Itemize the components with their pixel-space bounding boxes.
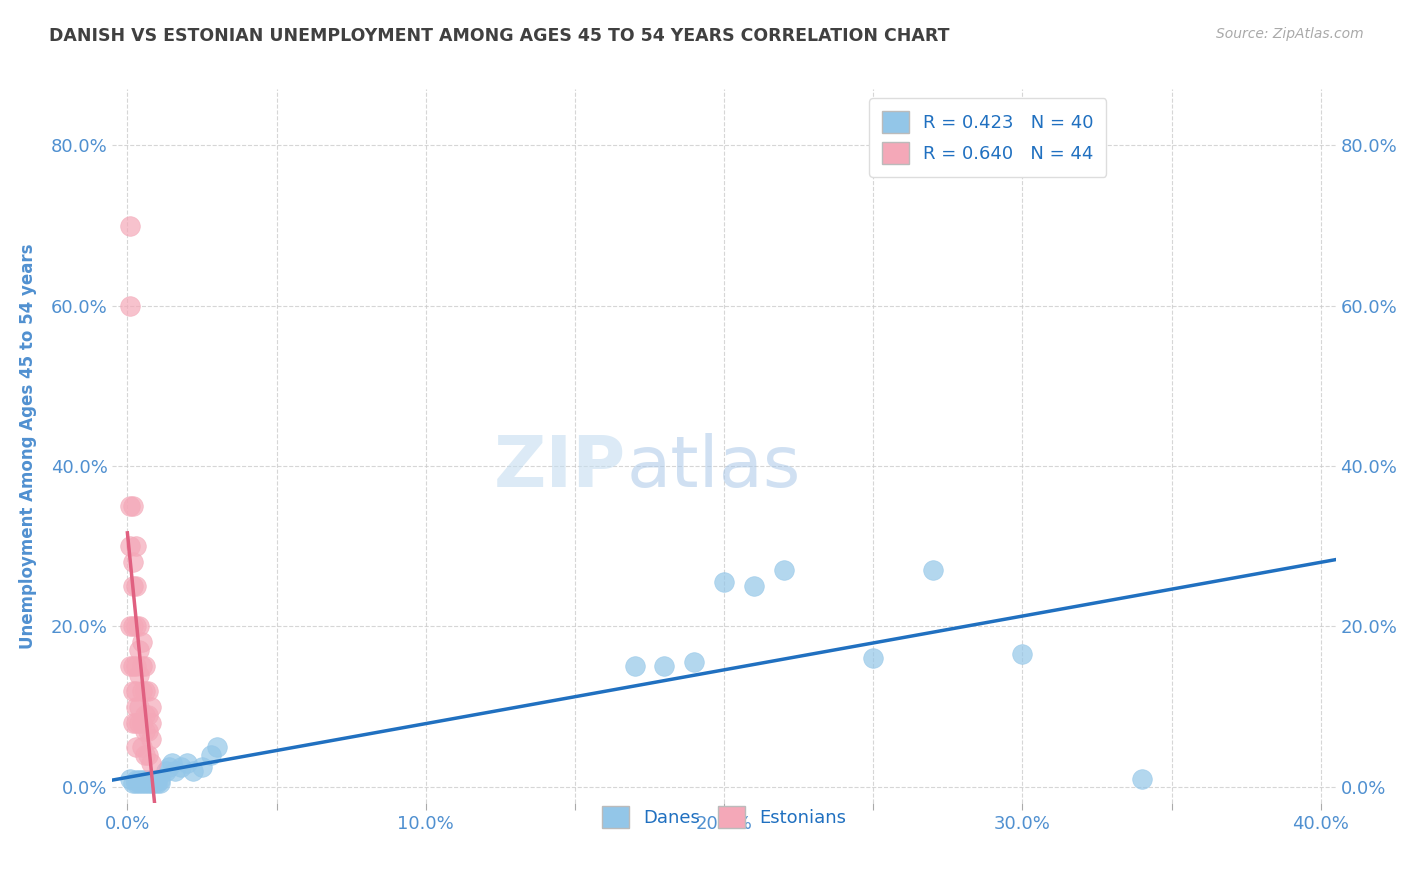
- Point: [181, 764, 204, 778]
- Point: [922, 563, 945, 577]
- Point: [134, 659, 156, 673]
- Point: [122, 555, 145, 569]
- Point: [136, 776, 159, 790]
- Point: [141, 773, 163, 788]
- Point: [122, 579, 145, 593]
- Y-axis label: Unemployment Among Ages 45 to 54 years: Unemployment Among Ages 45 to 54 years: [18, 244, 37, 648]
- Point: [191, 760, 214, 774]
- Point: [141, 731, 163, 746]
- Point: [131, 715, 153, 730]
- Point: [122, 659, 145, 673]
- Point: [155, 764, 177, 778]
- Point: [141, 715, 163, 730]
- Point: [141, 699, 163, 714]
- Point: [176, 756, 198, 770]
- Point: [122, 776, 145, 790]
- Point: [136, 747, 159, 762]
- Point: [131, 773, 153, 788]
- Point: [1130, 772, 1153, 786]
- Point: [149, 773, 172, 788]
- Point: [125, 683, 148, 698]
- Point: [134, 707, 156, 722]
- Point: [143, 773, 166, 788]
- Point: [125, 579, 148, 593]
- Point: [128, 773, 150, 788]
- Point: [125, 773, 148, 788]
- Point: [125, 699, 148, 714]
- Point: [125, 659, 148, 673]
- Point: [205, 739, 228, 754]
- Point: [131, 739, 153, 754]
- Point: [134, 776, 156, 790]
- Point: [143, 776, 166, 790]
- Point: [1011, 648, 1033, 662]
- Point: [122, 683, 145, 698]
- Point: [713, 575, 735, 590]
- Text: Source: ZipAtlas.com: Source: ZipAtlas.com: [1216, 27, 1364, 41]
- Point: [125, 776, 148, 790]
- Point: [125, 539, 148, 553]
- Point: [157, 760, 180, 774]
- Point: [160, 756, 183, 770]
- Point: [128, 776, 150, 790]
- Point: [120, 539, 142, 553]
- Point: [122, 619, 145, 633]
- Text: DANISH VS ESTONIAN UNEMPLOYMENT AMONG AGES 45 TO 54 YEARS CORRELATION CHART: DANISH VS ESTONIAN UNEMPLOYMENT AMONG AG…: [49, 27, 949, 45]
- Point: [120, 659, 142, 673]
- Point: [122, 715, 145, 730]
- Point: [141, 776, 163, 790]
- Point: [146, 773, 169, 788]
- Point: [131, 683, 153, 698]
- Point: [128, 619, 150, 633]
- Point: [772, 563, 794, 577]
- Point: [146, 776, 169, 790]
- Point: [131, 659, 153, 673]
- Point: [654, 659, 676, 673]
- Legend: Danes, Estonians: Danes, Estonians: [592, 797, 856, 837]
- Point: [742, 579, 765, 593]
- Point: [131, 635, 153, 649]
- Point: [125, 619, 148, 633]
- Point: [120, 219, 142, 233]
- Point: [131, 776, 153, 790]
- Point: [128, 715, 150, 730]
- Point: [120, 619, 142, 633]
- Point: [134, 683, 156, 698]
- Point: [134, 747, 156, 762]
- Point: [125, 715, 148, 730]
- Point: [136, 683, 159, 698]
- Point: [128, 699, 150, 714]
- Point: [134, 723, 156, 738]
- Point: [136, 707, 159, 722]
- Point: [120, 772, 142, 786]
- Point: [149, 776, 172, 790]
- Text: atlas: atlas: [626, 433, 800, 502]
- Point: [200, 747, 222, 762]
- Point: [141, 756, 163, 770]
- Point: [120, 299, 142, 313]
- Point: [122, 499, 145, 513]
- Text: ZIP: ZIP: [494, 433, 626, 502]
- Point: [136, 723, 159, 738]
- Point: [623, 659, 645, 673]
- Point: [170, 760, 193, 774]
- Point: [120, 499, 142, 513]
- Point: [134, 773, 156, 788]
- Point: [683, 656, 706, 670]
- Point: [136, 773, 159, 788]
- Point: [165, 764, 187, 778]
- Point: [862, 651, 884, 665]
- Point: [128, 643, 150, 657]
- Point: [125, 739, 148, 754]
- Point: [128, 667, 150, 681]
